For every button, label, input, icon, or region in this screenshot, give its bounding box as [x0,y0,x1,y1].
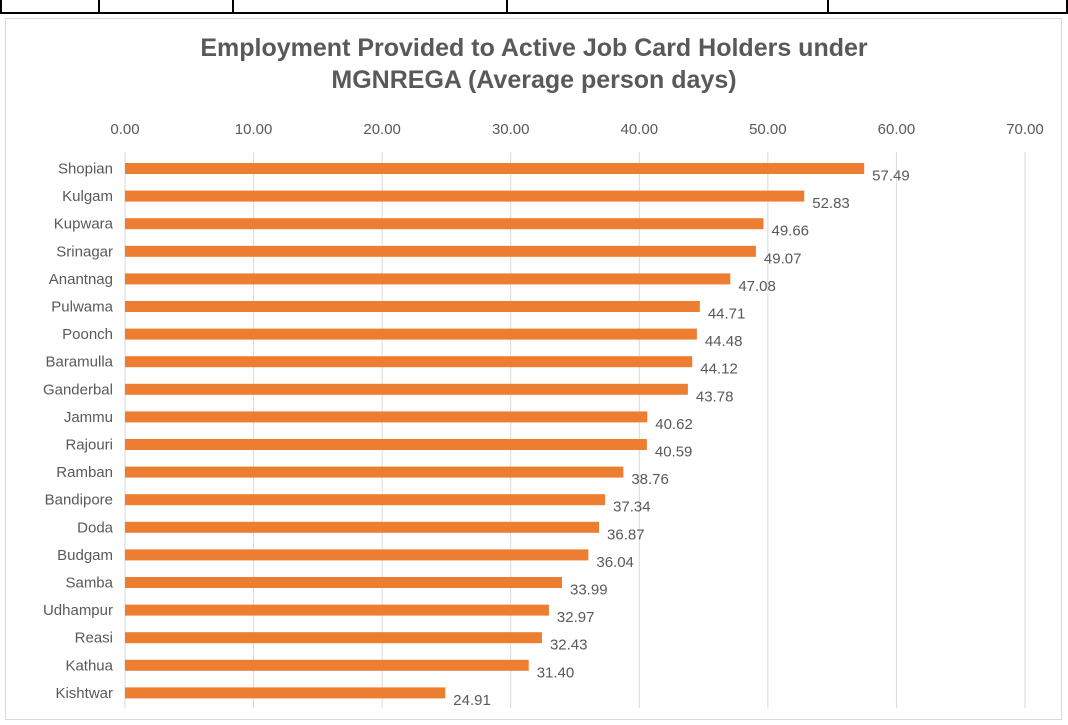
category-label: Baramulla [45,354,113,371]
bar [125,328,697,340]
chart-area [5,18,1062,720]
data-label: 44.71 [708,306,746,323]
category-label: Rajouri [65,437,113,454]
bar [125,604,549,616]
bar [125,466,624,478]
bar [125,411,648,423]
data-label: 32.97 [557,609,595,626]
category-label: Anantnag [49,271,113,288]
data-label: 33.99 [570,582,608,599]
data-label: 40.59 [655,444,693,461]
bar [125,383,688,395]
table-border-strip [0,0,1068,14]
category-label: Udhampur [43,602,113,619]
data-label: 38.76 [631,471,669,488]
data-label: 36.04 [596,554,634,571]
bar [125,521,600,533]
bar [125,356,693,368]
data-label: 31.40 [537,664,575,681]
x-tick-label: 0.00 [110,121,139,138]
chart-title: Employment Provided to Active Job Card H… [0,32,1068,96]
data-label: 40.62 [655,416,693,433]
table-cell-divider [827,0,829,14]
data-label: 52.83 [812,195,850,212]
category-label: Bandipore [45,492,113,509]
bar [125,494,606,506]
x-tick-label: 50.00 [749,121,787,138]
data-label: 47.08 [738,278,776,295]
x-tick-label: 40.00 [621,121,659,138]
x-tick-label: 30.00 [492,121,530,138]
data-label: 32.43 [550,637,588,654]
bar [125,659,529,671]
data-label: 24.91 [453,692,491,709]
bar [125,218,764,230]
bar [125,190,805,202]
bar [125,245,756,257]
category-label: Poonch [62,326,113,343]
table-cell-divider [98,0,100,14]
data-label: 49.07 [764,250,802,267]
category-label: Ramban [56,464,113,481]
category-label: Budgam [57,547,113,564]
category-label: Reasi [75,630,113,647]
data-label: 49.66 [771,223,809,240]
category-label: Doda [77,519,114,536]
category-label: Ganderbal [43,381,113,398]
data-label: 44.48 [705,333,743,350]
category-label: Shopian [58,161,113,178]
bar [125,632,542,644]
category-label: Kishtwar [55,685,113,702]
category-label: Kathua [65,657,113,674]
bar [125,549,589,561]
x-tick-label: 20.00 [363,121,401,138]
category-label: Jammu [64,409,113,426]
category-label: Pulwama [51,299,113,316]
bar [125,577,563,588]
data-label: 44.12 [700,361,738,378]
data-label: 36.87 [607,526,645,543]
bar [125,439,647,450]
table-cell-divider [0,0,2,14]
data-label: 43.78 [696,388,734,405]
bar [125,163,865,174]
bar [125,273,731,285]
chart-title-line-1: Employment Provided to Active Job Card H… [200,34,868,62]
category-label: Kupwara [54,216,114,233]
table-cell-divider [1066,0,1068,14]
x-tick-label: 10.00 [235,121,273,138]
category-label: Kulgam [62,188,113,205]
bar [125,687,446,699]
table-cell-divider [232,0,234,14]
bar [125,301,700,312]
category-label: Samba [65,575,113,592]
data-label: 37.34 [613,499,651,516]
category-label: Srinagar [56,243,113,260]
x-tick-label: 70.00 [1006,121,1044,138]
chart-title-line-2: MGNREGA (Average person days) [331,66,737,94]
table-cell-divider [506,0,508,14]
x-tick-label: 60.00 [878,121,916,138]
data-label: 57.49 [872,168,910,185]
